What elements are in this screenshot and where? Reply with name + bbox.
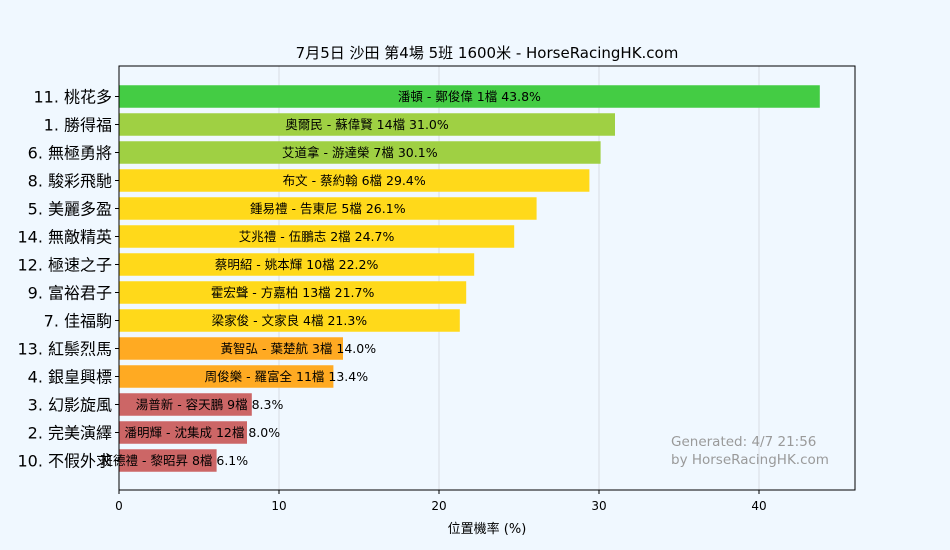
- bar-label: 潘頓 - 鄭俊偉 1檔 43.8%: [398, 89, 541, 104]
- bar-label: 周俊樂 - 羅富全 11檔 13.4%: [205, 369, 369, 384]
- site-annotation: by HorseRacingHK.com: [671, 452, 829, 468]
- y-tick-label: 4. 銀皇興標: [28, 368, 112, 387]
- y-tick-label: 14. 無敵精英: [17, 228, 112, 247]
- bar-label: 蔡明紹 - 姚本輝 10檔 22.2%: [215, 257, 379, 272]
- bar: [119, 365, 334, 388]
- bar-label: 黃智弘 - 葉楚航 3檔 14.0%: [221, 341, 377, 356]
- x-axis-label: 位置機率 (%): [448, 521, 527, 537]
- bar-label: 湯普新 - 容天鵬 9檔 8.3%: [136, 397, 284, 412]
- bar-labels: 潘頓 - 鄭俊偉 1檔 43.8% 奧爾民 - 蘇偉賢 14檔 31.0% 艾道拿 …: [101, 89, 542, 468]
- x-tick-label: 10: [271, 499, 286, 513]
- y-tick-label: 10. 不假外求: [17, 452, 112, 471]
- bars: [119, 85, 820, 472]
- bar-label: 鍾易禮 - 告東尼 5檔 26.1%: [250, 201, 406, 216]
- y-tick-label: 1. 勝得福: [44, 116, 112, 135]
- bar: [119, 281, 467, 304]
- plot-area: [119, 66, 855, 490]
- bar: [119, 85, 820, 108]
- y-axis: 11. 桃花多 1. 勝得福 6. 無極勇將 8. 駿彩飛馳 5. 美麗多盈 14. 無敵…: [17, 88, 119, 471]
- chart-title: 7月5日 沙田 第4場 5班 1600米 - HorseRacingHK.com: [296, 44, 679, 62]
- x-tick-label: 20: [431, 499, 446, 513]
- bar-label: 布文 - 蔡約翰 6檔 29.4%: [283, 173, 426, 188]
- y-tick-label: 11. 桃花多: [33, 88, 112, 107]
- x-tick-label: 0: [115, 499, 123, 513]
- y-tick-label: 3. 幻影旋風: [28, 396, 112, 415]
- bar: [119, 449, 217, 472]
- bar: [119, 309, 460, 332]
- bar-label: 奧爾民 - 蘇偉賢 14檔 31.0%: [285, 117, 449, 132]
- bar: [119, 197, 537, 220]
- bar-label: 班德禮 - 黎昭昇 8檔 6.1%: [101, 453, 249, 468]
- bar: [119, 113, 615, 136]
- bar-label: 艾道拿 - 游達榮 7檔 30.1%: [282, 145, 438, 160]
- y-tick-label: 5. 美麗多盈: [28, 200, 112, 219]
- y-tick-label: 9. 富裕君子: [28, 284, 112, 303]
- y-tick-label: 6. 無極勇將: [28, 144, 112, 163]
- bar: [119, 141, 601, 164]
- bar-label: 艾兆禮 - 伍鵬志 2檔 24.7%: [239, 229, 395, 244]
- bar-label: 霍宏聲 - 方嘉柏 13檔 21.7%: [211, 285, 375, 300]
- bar-label: 梁家俊 - 文家良 4檔 21.3%: [212, 313, 368, 328]
- bar: [119, 169, 590, 192]
- bar-label: 潘明輝 - 沈集成 12檔 8.0%: [125, 425, 281, 440]
- y-tick-label: 13. 紅鬃烈馬: [17, 340, 112, 359]
- bar: [119, 421, 247, 444]
- y-tick-label: 8. 駿彩飛馳: [28, 172, 112, 191]
- y-tick-label: 12. 極速之子: [17, 256, 112, 275]
- bar: [119, 253, 475, 276]
- generated-annotation: Generated: 4/7 21:56: [671, 434, 816, 450]
- x-tick-label: 30: [591, 499, 606, 513]
- bar: [119, 337, 343, 360]
- y-tick-label: 2. 完美演繹: [28, 424, 112, 443]
- y-tick-label: 7. 佳福駒: [44, 312, 112, 331]
- bar: [119, 225, 515, 248]
- bar: [119, 393, 252, 416]
- x-axis: 0 10 20 30 40: [115, 490, 767, 513]
- plot-frame: [118, 65, 856, 491]
- x-tick-label: 40: [751, 499, 766, 513]
